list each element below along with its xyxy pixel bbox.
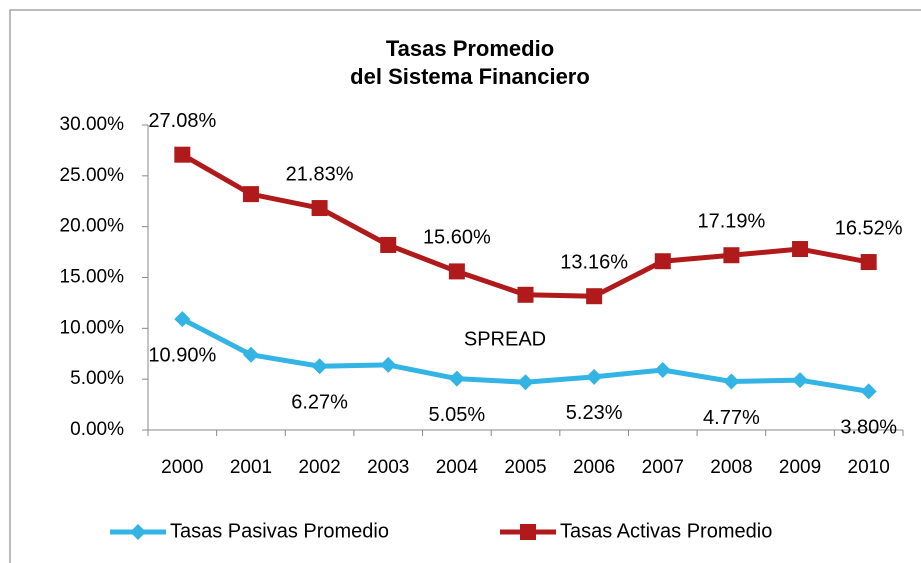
chart-border bbox=[9, 9, 921, 563]
data-point bbox=[380, 236, 397, 253]
y-tick-label: 30.00% bbox=[60, 114, 125, 135]
data-label: 27.08% bbox=[148, 110, 216, 132]
x-tick-label: 2002 bbox=[298, 457, 340, 478]
data-point bbox=[860, 254, 877, 271]
x-tick-label: 2009 bbox=[779, 457, 821, 478]
data-point bbox=[723, 373, 740, 390]
data-point bbox=[380, 356, 397, 373]
data-point bbox=[448, 370, 465, 387]
data-point bbox=[242, 186, 259, 203]
y-tick-label: 25.00% bbox=[60, 165, 125, 186]
data-label: 6.27% bbox=[291, 392, 348, 414]
data-point bbox=[860, 383, 877, 400]
y-tick-label: 10.00% bbox=[60, 317, 125, 338]
legend-marker bbox=[130, 524, 146, 540]
data-point bbox=[723, 247, 740, 264]
data-label: 17.19% bbox=[697, 211, 765, 233]
data-point bbox=[792, 241, 809, 258]
data-point bbox=[517, 374, 534, 391]
data-point bbox=[792, 372, 809, 389]
y-tick-label: 5.00% bbox=[70, 368, 124, 389]
data-point bbox=[517, 286, 534, 303]
data-label: 4.77% bbox=[703, 407, 760, 429]
data-label: 5.23% bbox=[566, 402, 623, 424]
x-tick-label: 2003 bbox=[367, 457, 409, 478]
annotation: SPREAD bbox=[464, 328, 546, 350]
data-point bbox=[586, 368, 603, 385]
x-tick-label: 2007 bbox=[642, 457, 684, 478]
data-label: 3.80% bbox=[840, 417, 897, 439]
data-label: 13.16% bbox=[560, 251, 628, 273]
x-tick-label: 2000 bbox=[161, 457, 203, 478]
chart-title: Tasas Promedio bbox=[386, 36, 554, 61]
y-tick-label: 0.00% bbox=[70, 419, 124, 440]
data-point bbox=[174, 311, 191, 328]
data-point bbox=[654, 253, 671, 270]
data-label: 10.90% bbox=[148, 344, 216, 366]
x-tick-label: 2006 bbox=[573, 457, 615, 478]
data-point bbox=[174, 146, 191, 163]
chart-subtitle: del Sistema Financiero bbox=[350, 64, 590, 89]
legend-label: Tasas Activas Promedio bbox=[560, 520, 772, 542]
y-tick-label: 15.00% bbox=[60, 267, 125, 288]
legend-label: Tasas Pasivas Promedio bbox=[170, 520, 389, 542]
x-tick-label: 2005 bbox=[504, 457, 546, 478]
x-tick-label: 2001 bbox=[230, 457, 272, 478]
x-tick-label: 2008 bbox=[710, 457, 752, 478]
legend-marker bbox=[520, 524, 536, 540]
data-point bbox=[654, 362, 671, 379]
y-tick-label: 20.00% bbox=[60, 216, 125, 237]
data-point bbox=[311, 200, 328, 217]
data-label: 15.60% bbox=[423, 227, 491, 249]
data-point bbox=[448, 263, 465, 280]
data-label: 21.83% bbox=[286, 163, 354, 185]
x-tick-label: 2010 bbox=[848, 457, 890, 478]
data-point bbox=[242, 346, 259, 363]
data-label: 5.05% bbox=[429, 404, 486, 426]
x-tick-label: 2004 bbox=[436, 457, 479, 478]
data-label: 16.52% bbox=[835, 217, 903, 239]
data-point bbox=[311, 358, 328, 375]
data-point bbox=[586, 288, 603, 305]
